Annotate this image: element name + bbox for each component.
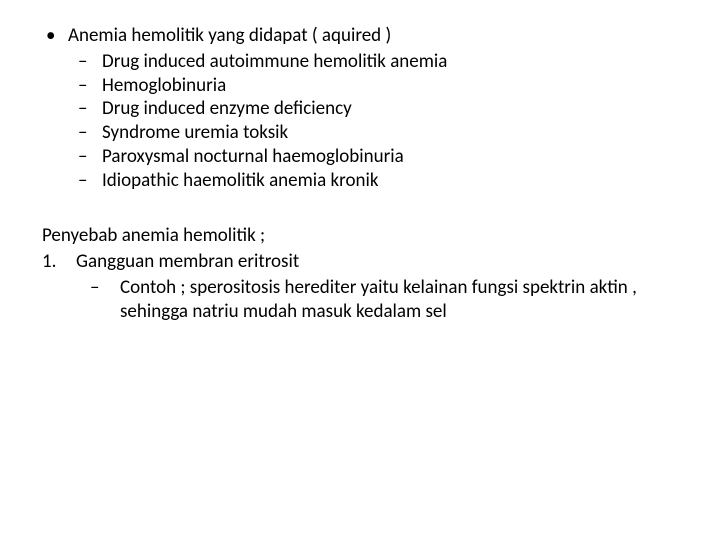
list-item: Hemoglobinuria xyxy=(68,74,680,98)
list-item-text: Paroxysmal nocturnal haemoglobinuria xyxy=(102,145,404,168)
list-item-text: Gangguan membran eritrosit xyxy=(76,250,299,273)
list-item: Idiopathic haemolitik anemia kronik xyxy=(68,169,680,193)
list-item: Anemia hemolitik yang didapat ( aquired … xyxy=(40,24,680,192)
list-item-text: Anemia hemolitik yang didapat ( aquired … xyxy=(68,24,391,47)
spacer xyxy=(40,198,680,224)
list-item: Drug induced autoimmune hemolitik anemia xyxy=(68,50,680,74)
bullet-list-sub: Drug induced autoimmune hemolitik anemia… xyxy=(68,50,680,193)
list-item-text: Idiopathic haemolitik anemia kronik xyxy=(102,169,379,192)
list-item: Gangguan membran eritrosit Contoh ; sper… xyxy=(40,250,680,323)
numbered-sub-list: Contoh ; sperositosis herediter yaitu ke… xyxy=(76,276,680,324)
paragraph-heading: Penyebab anemia hemolitik ; xyxy=(42,224,680,248)
numbered-list: Gangguan membran eritrosit Contoh ; sper… xyxy=(40,250,680,323)
list-item: Contoh ; sperositosis herediter yaitu ke… xyxy=(76,276,680,324)
list-item-text: Hemoglobinuria xyxy=(102,74,226,97)
list-item-text: Syndrome uremia toksik xyxy=(102,121,288,144)
list-item-text: Drug induced autoimmune hemolitik anemia xyxy=(102,50,447,73)
bullet-list-main: Anemia hemolitik yang didapat ( aquired … xyxy=(40,24,680,192)
list-item: Drug induced enzyme deficiency xyxy=(68,97,680,121)
slide-body: Anemia hemolitik yang didapat ( aquired … xyxy=(0,0,720,540)
list-item-text: Contoh ; sperositosis herediter yaitu ke… xyxy=(120,276,637,323)
list-item: Paroxysmal nocturnal haemoglobinuria xyxy=(68,145,680,169)
list-item: Syndrome uremia toksik xyxy=(68,121,680,145)
list-item-text: Drug induced enzyme deficiency xyxy=(102,97,352,120)
